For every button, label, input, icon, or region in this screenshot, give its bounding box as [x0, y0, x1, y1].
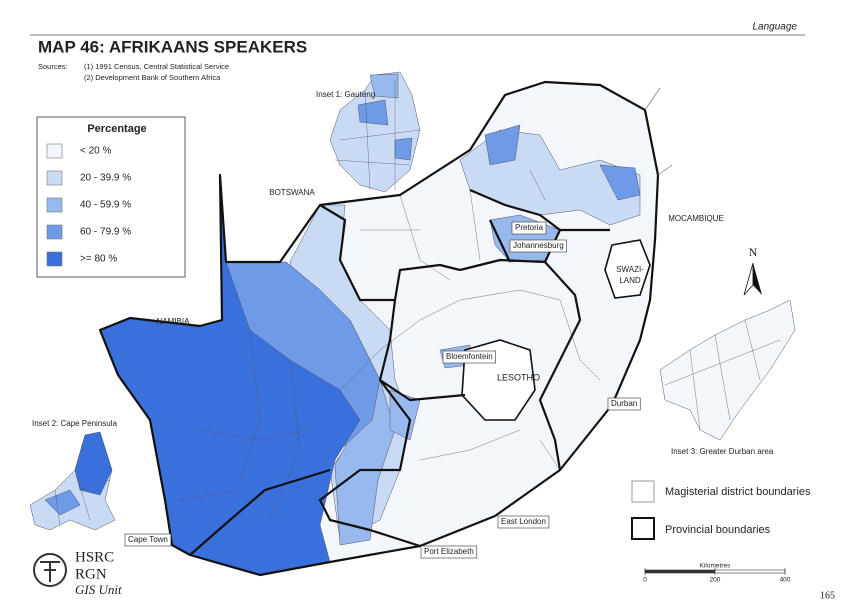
inset-durban [659, 299, 796, 441]
country-label: MOCAMBIQUE [668, 214, 724, 223]
city-box [511, 221, 547, 235]
city-label: Port Elizabeth [424, 547, 474, 556]
city-label: Bloemfontein [446, 352, 493, 361]
city-label: East London [501, 517, 546, 526]
city-label: Pretoria [515, 223, 544, 232]
city-label: Cape Town [128, 535, 168, 544]
legend-swatch [46, 197, 63, 213]
country-label: BOTSWANA [269, 188, 315, 197]
logo-text: HSRC [75, 549, 114, 565]
legend-swatch [46, 170, 63, 186]
province-key [631, 517, 655, 540]
scale-tick-label: 400 [780, 577, 791, 584]
key-label: Provincial boundaries [665, 524, 771, 536]
inset-gauteng [329, 71, 421, 193]
border-tick [644, 87, 673, 176]
legend-label: 60 - 79.9 % [80, 227, 131, 238]
logo-mark [33, 553, 67, 587]
legend-title: Percentage [87, 123, 146, 135]
section-label: Language [753, 22, 798, 33]
country-label: LAND [619, 276, 641, 285]
choropleth [99, 81, 659, 576]
logo-text: RGN [75, 566, 107, 582]
scale-title: Kilometres [700, 563, 731, 570]
country-label: SWAZI- [616, 265, 644, 274]
legend-box [36, 116, 186, 278]
legend-swatch [46, 251, 63, 267]
city-box [442, 350, 497, 364]
city-box [124, 533, 172, 547]
legend-label: 20 - 39.9 % [80, 173, 131, 184]
swaziland [604, 239, 651, 299]
legend-swatch [46, 224, 63, 240]
north-label: N [749, 245, 758, 259]
north-arrow [753, 263, 762, 295]
sources-label: Sources: [38, 62, 68, 71]
district-key [631, 480, 655, 503]
city-labels: Pretoria Johannesburg Bloemfontein Durban Ea… [124, 221, 641, 559]
scale-tick-label: 200 [710, 577, 721, 584]
city-box [607, 397, 641, 411]
city-box [497, 515, 550, 529]
north-arrow [743, 262, 754, 296]
city-box [509, 239, 568, 253]
city-label: Johannesburg [513, 241, 564, 250]
city-label: Durban [611, 399, 637, 408]
legend-label: >= 80 % [80, 254, 117, 265]
country-label: NAMIBIA [157, 317, 191, 326]
inset-label: Inset 3: Greater Durban area [671, 447, 774, 456]
inset-label: Inset 2: Cape Peninsula [32, 419, 117, 428]
scale-tick-label: 0 [643, 577, 647, 584]
region [659, 299, 796, 441]
region [484, 124, 641, 201]
page-number: 165 [820, 590, 835, 601]
map-title: MAP 46: AFRIKAANS SPEAKERS [38, 37, 307, 56]
legend-label: < 20 % [80, 146, 112, 157]
source: (2) Development Bank of Southern Africa [84, 73, 221, 82]
inset-cape [29, 431, 116, 531]
legend-items: < 20 % 20 - 39.9 % 40 - 59.9 % 60 - 79.9 % >… [46, 143, 131, 267]
region [44, 489, 81, 516]
district-boundaries [179, 169, 601, 521]
inset-label: Inset 1: Gauteng [316, 90, 375, 99]
legend-swatch [46, 143, 63, 159]
key-label: Magisterial district boundaries [665, 486, 811, 498]
city-box [420, 545, 478, 559]
scale-bar [645, 570, 715, 573]
logo-text: GIS Unit [75, 582, 122, 597]
source: (1) 1991 Census, Central Statistical Ser… [84, 62, 229, 71]
region [369, 73, 399, 99]
legend-label: 40 - 59.9 % [80, 200, 131, 211]
logo-mark [40, 561, 60, 582]
country-label: LESOTHO [497, 372, 540, 382]
scale-bar: 0 200 400 [643, 568, 791, 584]
